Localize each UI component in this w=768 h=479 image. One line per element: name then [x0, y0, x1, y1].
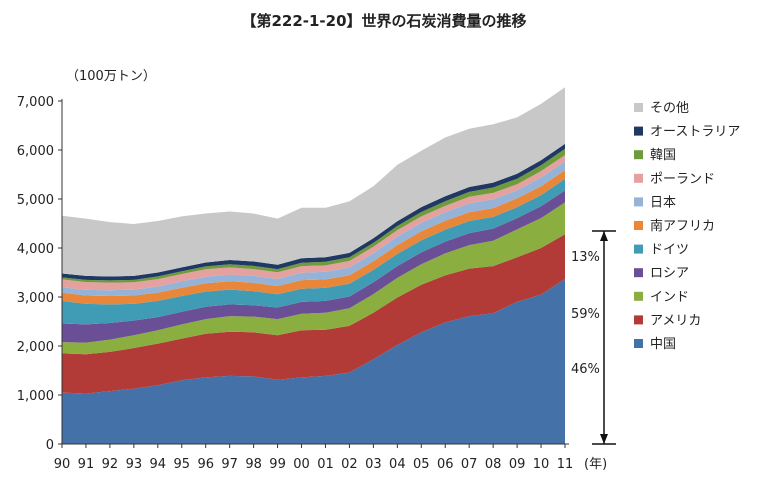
legend-swatch-4 — [634, 197, 643, 207]
x-tick-label-19: 09 — [509, 457, 526, 472]
y-tick-label-4: 4,000 — [17, 242, 54, 257]
x-tick-label-8: 98 — [245, 457, 262, 472]
legend-label-7: ロシア — [650, 266, 689, 281]
y-tick-label-3: 3,000 — [17, 291, 54, 306]
legend-swatch-6 — [634, 244, 643, 254]
x-tick-label-18: 08 — [485, 457, 502, 472]
y-tick-label-6: 6,000 — [17, 144, 54, 159]
legend-swatch-10 — [634, 339, 643, 348]
x-axis-unit: (年) — [584, 457, 607, 472]
legend-label-3: ポーランド — [650, 172, 715, 187]
y-tick-label-1: 1,000 — [17, 389, 54, 404]
x-tick-label-0: 90 — [54, 457, 71, 472]
legend-swatch-0 — [634, 103, 643, 112]
x-tick-label-5: 95 — [173, 457, 190, 472]
x-tick-label-4: 94 — [150, 457, 167, 472]
x-tick-label-17: 07 — [461, 457, 478, 472]
legend-label-5: 南アフリカ — [650, 218, 715, 234]
legend-swatch-5 — [634, 221, 643, 230]
series-area-3 — [62, 190, 565, 343]
x-tick-label-14: 04 — [389, 457, 406, 472]
x-tick-label-9: 99 — [269, 457, 286, 472]
x-tick-label-2: 92 — [102, 457, 119, 472]
legend-label-2: 韓国 — [650, 148, 676, 163]
y-tick-label-2: 2,000 — [17, 340, 54, 355]
chart-title: 【第222-1-20】世界の石炭消費量の推移 — [241, 12, 527, 30]
legend-swatch-8 — [634, 291, 643, 301]
legend-swatch-7 — [634, 268, 643, 278]
x-tick-label-1: 91 — [78, 457, 95, 472]
legend-label-4: 日本 — [650, 195, 676, 210]
x-tick-label-21: 11 — [557, 457, 574, 472]
legend-label-9: アメリカ — [650, 313, 701, 328]
y-tick-label-7: 7,000 — [17, 95, 54, 110]
y-axis-label: （100万トン） — [66, 69, 156, 84]
legend-swatch-2 — [634, 150, 643, 160]
legend-label-8: インド — [650, 290, 689, 305]
x-tick-label-20: 10 — [533, 457, 550, 472]
x-tick-label-7: 97 — [221, 457, 238, 472]
series-area-10 — [62, 87, 565, 277]
x-tick-label-10: 00 — [293, 457, 310, 472]
series-area-1 — [62, 234, 565, 394]
share-bracket-arrow-up — [600, 231, 608, 241]
annotation-1: 59% — [571, 307, 600, 322]
x-tick-label-3: 93 — [126, 457, 143, 472]
x-tick-label-15: 05 — [413, 457, 430, 472]
x-tick-label-13: 03 — [365, 457, 382, 472]
legend-swatch-3 — [634, 173, 643, 183]
series-area-0 — [62, 278, 565, 444]
legend-label-6: ドイツ — [650, 243, 689, 258]
x-tick-label-6: 96 — [197, 457, 214, 472]
annotation-0: 13% — [571, 250, 600, 265]
x-tick-label-16: 06 — [437, 457, 454, 472]
x-tick-label-11: 01 — [317, 457, 334, 472]
series-area-4 — [62, 178, 565, 325]
legend-swatch-1 — [634, 126, 643, 136]
legend-label-10: 中国 — [650, 337, 676, 352]
share-bracket-arrow-down — [600, 434, 608, 444]
legend-label-1: オーストラリア — [650, 125, 740, 140]
x-tick-label-12: 02 — [341, 457, 358, 472]
y-tick-label-5: 5,000 — [17, 193, 54, 208]
annotation-2: 46% — [571, 362, 600, 377]
series-area-2 — [62, 202, 565, 355]
legend-label-0: その他 — [650, 101, 689, 116]
legend-swatch-9 — [634, 315, 643, 325]
y-tick-label-0: 0 — [46, 438, 54, 453]
